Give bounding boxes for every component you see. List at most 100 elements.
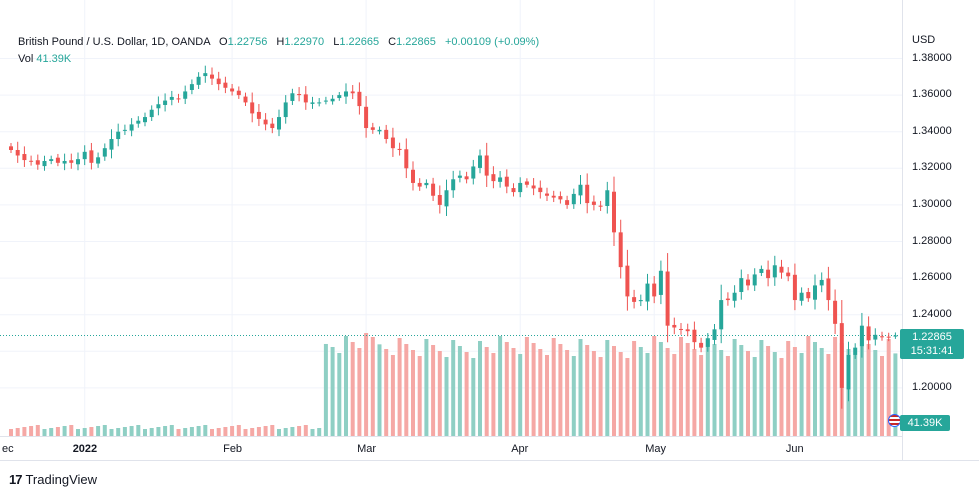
candle-body — [478, 155, 482, 168]
volume-bar — [478, 341, 482, 436]
volume-row: Vol 41.39K — [18, 51, 539, 68]
volume-bar — [786, 341, 791, 436]
volume-bar — [196, 426, 201, 436]
candle-body — [397, 148, 402, 150]
high-value: 1.22970 — [284, 36, 325, 48]
volume-bar — [109, 429, 114, 436]
y-tick-label: 1.30000 — [912, 197, 952, 210]
volume-bar — [638, 347, 643, 436]
volume-bar — [397, 338, 402, 436]
volume-bar — [772, 352, 777, 436]
volume-bar — [719, 350, 724, 436]
volume-bar — [632, 341, 637, 436]
volume-bar — [444, 357, 449, 436]
volume-bar — [431, 345, 436, 436]
candle-body — [658, 270, 663, 295]
candle-body — [370, 127, 375, 130]
candle-body — [471, 166, 476, 179]
volume-bar — [625, 358, 630, 436]
volume-bar — [216, 428, 221, 436]
volume-bar — [283, 428, 288, 436]
volume-bar — [143, 429, 147, 436]
volume-bar — [297, 426, 302, 436]
candle-body — [230, 88, 235, 92]
candle-body — [350, 91, 355, 94]
volume-bar — [558, 344, 563, 436]
volume-bar — [270, 425, 275, 436]
volume-bar — [658, 342, 663, 436]
candle-body — [377, 129, 382, 132]
candle-body — [585, 184, 590, 204]
volume-bar — [102, 425, 107, 436]
volume-bar — [598, 357, 603, 436]
candle-body — [270, 123, 275, 129]
candle-body — [665, 271, 670, 326]
brand-name: TradingView — [25, 472, 98, 487]
x-tick-label: Mar — [357, 443, 377, 455]
y-tick-label: 1.20000 — [912, 380, 952, 393]
volume-bar — [203, 425, 208, 436]
volume-bar — [35, 425, 40, 436]
volume-bar — [672, 354, 677, 436]
candle-body — [826, 278, 831, 301]
candle-body — [29, 160, 34, 162]
y-tick-label: 1.24000 — [912, 307, 952, 320]
candle-body — [518, 182, 523, 193]
candle-body — [571, 193, 576, 205]
volume-bar — [732, 339, 737, 436]
candle-body — [136, 120, 141, 124]
candlesticks — [9, 65, 898, 409]
volume-label: Vol — [18, 53, 34, 65]
volume-bar — [752, 357, 757, 436]
candle-body — [129, 124, 134, 131]
volume-bar — [826, 354, 831, 436]
volume-bar — [565, 350, 570, 436]
candle-body — [598, 205, 603, 207]
candle-body — [303, 94, 308, 103]
candle-body — [551, 195, 556, 198]
tradingview-brand[interactable]: 17 TradingView — [9, 472, 97, 487]
candle-body — [558, 196, 563, 200]
volume-bar — [759, 340, 764, 436]
candle-body — [116, 131, 121, 140]
y-tick-label: 1.38000 — [912, 51, 952, 64]
volume-bar — [853, 355, 858, 436]
close-value: 1.22865 — [396, 36, 436, 48]
volume-bar — [866, 344, 871, 436]
candle-body — [792, 274, 797, 301]
candle-body — [411, 169, 415, 183]
volume-bar — [705, 338, 710, 436]
volume-bar — [545, 355, 549, 436]
volume-bar — [411, 350, 415, 436]
candle-body — [618, 232, 623, 268]
currency-label[interactable]: USD — [912, 34, 936, 46]
x-tick-label: Feb — [223, 443, 243, 455]
candle-body — [431, 183, 436, 196]
candle-body — [122, 129, 127, 131]
volume-bar — [873, 350, 878, 436]
volume-bar — [9, 429, 13, 436]
candle-body — [524, 181, 529, 185]
candle-body — [62, 160, 67, 164]
volume-bar — [230, 426, 235, 436]
candle-body — [866, 326, 871, 341]
volume-bar — [880, 356, 884, 436]
volume-bar — [886, 339, 891, 436]
volume-bar — [163, 426, 168, 436]
candle-body — [176, 98, 181, 100]
candle-body — [638, 300, 643, 302]
candle-body — [739, 278, 744, 293]
volume-bar — [685, 343, 690, 436]
x-tick-label: Apr — [511, 443, 529, 455]
volume-bar — [665, 348, 670, 436]
volume-tag: 41.39K — [900, 415, 950, 431]
symbol-title[interactable]: British Pound / U.S. Dollar, 1D, OANDA — [18, 36, 210, 48]
volume-bar — [377, 344, 382, 436]
candle-body — [390, 137, 395, 149]
volume-bar — [679, 337, 683, 436]
volume-bar — [699, 355, 704, 436]
candle-body — [504, 176, 509, 187]
volume-bar — [136, 425, 141, 436]
candle-body — [404, 149, 409, 169]
